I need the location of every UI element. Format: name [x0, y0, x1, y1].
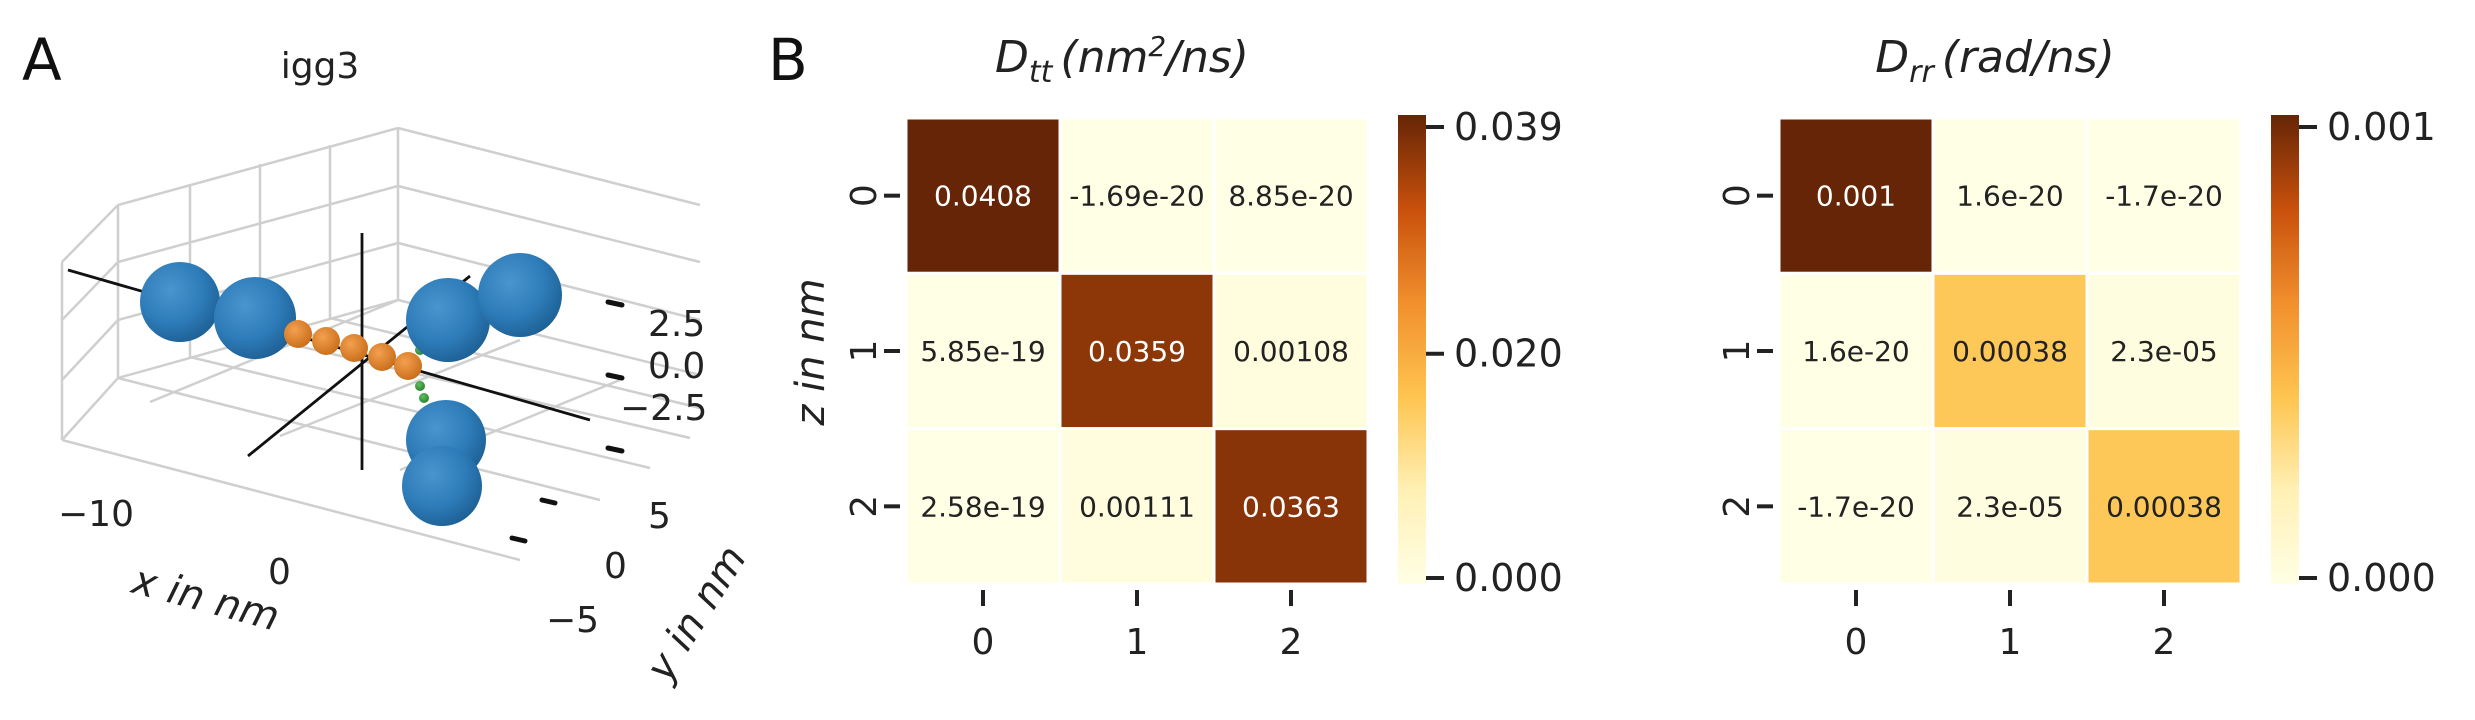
heatmap-cell-label: 0.00111	[1079, 490, 1195, 523]
heatmap-cell-label: -1.7e-20	[1797, 490, 1915, 523]
heatmap-cell	[1212, 427, 1370, 586]
heatmap-cell	[2085, 271, 2243, 431]
heatmap-cell	[904, 427, 1062, 586]
heatmap-cell	[1931, 427, 2089, 586]
heatmap-cell-label: 0.00038	[1952, 335, 2068, 368]
heatmap-cell	[1777, 271, 1935, 431]
panel-a-3d-plot: igg3	[58, 46, 756, 690]
dtt-colorbar-ticks: 0.039 0.020 0.000	[1426, 105, 1563, 600]
heatmap-cell-label: 8.85e-20	[1228, 180, 1353, 213]
col-tick-label: 0	[1845, 622, 1868, 663]
row-tick-label: 0	[844, 184, 885, 207]
heatmap-cell	[1931, 116, 2089, 275]
y-axis-label: y in nm	[637, 538, 756, 690]
dtt-y-axis-label: z in nm	[788, 278, 834, 426]
heatmap-cell-label: 0.001	[1816, 180, 1896, 213]
heatmap-cell-label: 2.58e-19	[920, 490, 1045, 523]
heatmap-cell-label: 0.00038	[2106, 490, 2222, 523]
x-tick-label: −10	[58, 494, 134, 535]
heatmap-cell-label: 0.0359	[1088, 335, 1186, 368]
panel-letter-a: A	[22, 26, 62, 94]
dtt-heatmap-cells: 0.0408 -1.69e-20 8.85e-20 5.85e-19 0.0359 0.0…	[844, 116, 1370, 663]
dtt-title: Dtt (nm2/ns)	[995, 30, 1249, 90]
small-bead	[284, 320, 312, 348]
row-tick-label: 1	[844, 340, 885, 363]
small-bead	[340, 334, 368, 362]
dtt-colorbar	[1398, 115, 1426, 584]
heatmap-cell-label: 2.3e-05	[1956, 490, 2064, 523]
x-tick-label: 0	[268, 552, 291, 593]
large-bead	[478, 253, 562, 337]
z-tick-label: 2.5	[648, 304, 705, 345]
row-tick-label: 2	[844, 495, 885, 518]
heatmap-cell	[1058, 116, 1216, 275]
molecule-beads	[140, 253, 562, 526]
drr-heatmap-cells: 0.001 1.6e-20 -1.7e-20 1.6e-20 0.00038 2.3e-0…	[1717, 116, 2243, 663]
heatmap-cell-label: 0.00108	[1233, 335, 1349, 368]
colorbar-tick-label: 0.000	[2327, 556, 2436, 600]
y-tick-label: −5	[546, 600, 599, 641]
heatmap-cell-label: -1.69e-20	[1069, 180, 1204, 213]
panel-letter-b: B	[768, 26, 808, 94]
heatmap-cell-label: 1.6e-20	[1956, 180, 2064, 213]
heatmap-cell	[1212, 271, 1370, 431]
large-bead	[214, 277, 296, 359]
heatmap-cell	[904, 116, 1062, 275]
large-bead	[402, 446, 482, 526]
colorbar-tick-label: 0.001	[2327, 105, 2436, 149]
y-tick-label: 0	[604, 546, 627, 587]
col-tick-label: 0	[972, 622, 995, 663]
panel-c-drr-heatmap: Drr (rad/ns) 0.001 1.6e-20 -1.7e-201.6e-20 0…	[1717, 32, 2436, 663]
colorbar-tick-label: 0.000	[1454, 556, 1563, 600]
heatmap-cell-label: 0.0408	[934, 180, 1032, 213]
y-tick-label: 5	[648, 496, 671, 537]
z-tick-label: −2.5	[620, 388, 707, 429]
heatmap-cell	[2085, 427, 2243, 586]
drr-title: Drr (rad/ns)	[1875, 32, 2115, 90]
heatmap-cell-label: 0.0363	[1242, 490, 1340, 523]
small-bead	[394, 352, 422, 380]
heatmap-cell-label: 5.85e-19	[920, 335, 1045, 368]
drr-colorbar	[2271, 115, 2299, 584]
colorbar-tick-label: 0.039	[1454, 105, 1563, 149]
colorbar-tick-label: 0.020	[1454, 332, 1563, 376]
large-bead	[140, 262, 220, 342]
z-tick-label: 0.0	[648, 346, 705, 387]
heatmap-cell	[1777, 116, 1935, 275]
x-axis-label: x in nm	[125, 557, 284, 641]
row-tick-label: 2	[1717, 495, 1758, 518]
col-tick-label: 2	[1280, 622, 1303, 663]
row-tick-label: 0	[1717, 184, 1758, 207]
panel-a-title: igg3	[281, 46, 360, 87]
heatmap-cell	[1058, 427, 1216, 586]
heatmap-cell-label: 2.3e-05	[2110, 335, 2218, 368]
panel-b-dtt-heatmap: Dtt (nm2/ns) 0.0408 -1.69e-20 8.85e-20 5.85e…	[788, 30, 1563, 663]
small-bead	[312, 327, 340, 355]
small-bead	[368, 343, 396, 371]
hinge-bead	[415, 381, 425, 391]
3d-tick-marks	[509, 299, 625, 544]
heatmap-cell	[1058, 271, 1216, 431]
col-tick-label: 2	[2153, 622, 2176, 663]
col-tick-label: 1	[1126, 622, 1149, 663]
heatmap-cell-label: 1.6e-20	[1802, 335, 1910, 368]
row-tick-label: 1	[1717, 340, 1758, 363]
hinge-bead	[419, 393, 429, 403]
heatmap-cell	[1777, 427, 1935, 586]
col-tick-label: 1	[1999, 622, 2022, 663]
large-bead	[406, 278, 490, 362]
drr-colorbar-ticks: 0.001 0.000	[2299, 105, 2436, 600]
heatmap-cell-label: -1.7e-20	[2105, 180, 2223, 213]
